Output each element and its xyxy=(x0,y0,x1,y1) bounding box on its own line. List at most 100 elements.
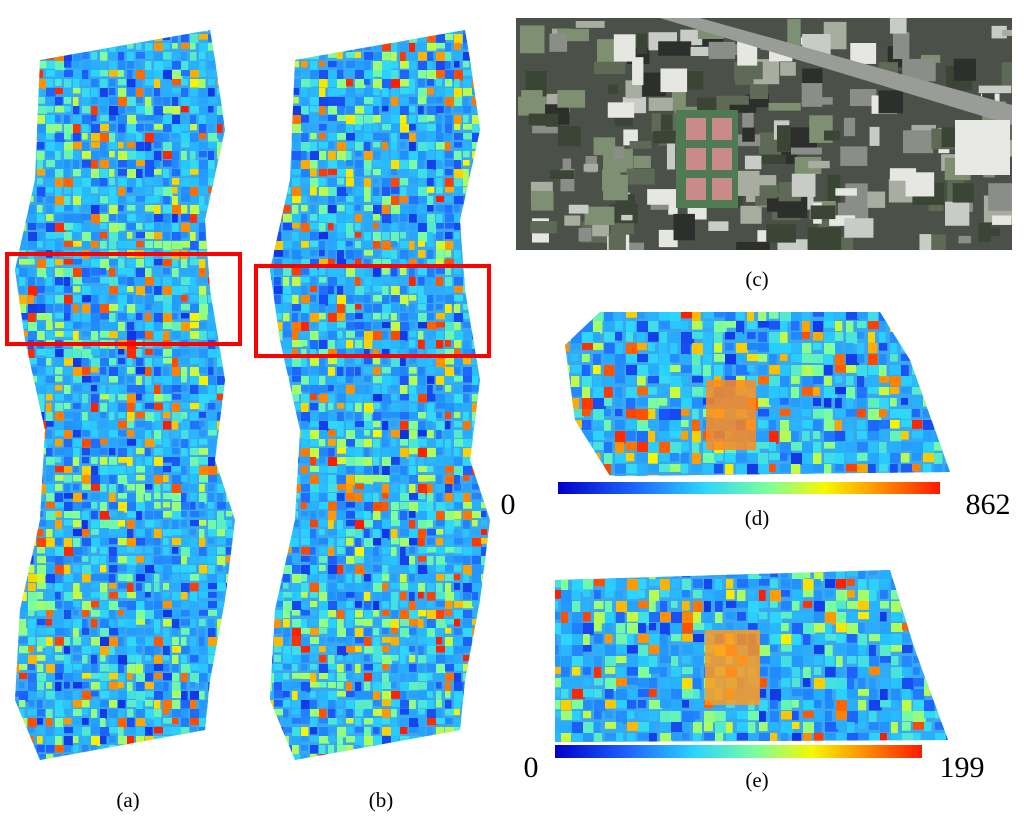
map-cell xyxy=(418,340,425,350)
map-cell xyxy=(463,700,471,711)
map-cell xyxy=(199,619,206,627)
map-cell xyxy=(409,241,415,251)
map-cell xyxy=(208,313,217,322)
map-cell xyxy=(28,349,35,360)
map-cell xyxy=(436,673,445,681)
map-cell xyxy=(802,431,810,442)
map-cell xyxy=(292,655,302,663)
map-cell xyxy=(91,700,100,709)
map-cell xyxy=(747,332,756,340)
map-cell xyxy=(55,457,61,463)
map-cell xyxy=(28,52,39,58)
map-cell xyxy=(436,691,442,701)
map-cell xyxy=(637,409,649,422)
map-cell xyxy=(163,475,169,483)
map-cell xyxy=(292,115,302,124)
map-cell xyxy=(172,610,182,620)
map-cell xyxy=(463,214,470,222)
map-cell xyxy=(824,343,836,355)
map-cell xyxy=(292,565,301,574)
map-cell xyxy=(337,151,346,161)
map-cell xyxy=(64,295,73,304)
map-cell xyxy=(109,214,116,221)
map-cell xyxy=(19,70,26,77)
map-cell xyxy=(154,529,162,539)
map-cell xyxy=(136,475,146,481)
map-cell xyxy=(355,439,364,448)
map-cell xyxy=(163,214,171,223)
map-cell xyxy=(46,601,57,611)
map-cell xyxy=(91,448,101,456)
map-cell xyxy=(283,448,293,457)
map-cell xyxy=(346,574,352,585)
map-cell xyxy=(109,493,116,504)
map-cell xyxy=(235,70,244,79)
map-cell xyxy=(19,322,28,329)
map-cell xyxy=(637,420,651,433)
map-cell xyxy=(172,43,178,49)
map-cell xyxy=(154,106,165,117)
map-cell xyxy=(945,312,950,322)
map-cell xyxy=(310,331,319,341)
map-cell xyxy=(445,376,455,384)
map-cell xyxy=(346,664,352,671)
map-cell xyxy=(270,223,276,230)
map-cell xyxy=(28,286,38,297)
map-cell xyxy=(382,574,390,582)
map-cell xyxy=(37,736,43,744)
map-cell xyxy=(310,160,318,169)
map-cell xyxy=(217,394,228,401)
map-cell xyxy=(868,420,880,432)
map-cell xyxy=(181,664,191,673)
map-cell xyxy=(934,387,942,396)
map-cell xyxy=(472,529,480,535)
map-cell xyxy=(55,727,64,736)
map-cell xyxy=(472,214,481,224)
map-cell xyxy=(208,502,215,509)
map-cell xyxy=(373,592,383,602)
map-cell xyxy=(64,304,71,315)
map-cell xyxy=(301,547,312,555)
map-cell xyxy=(382,169,388,178)
map-cell xyxy=(73,97,79,107)
map-cell xyxy=(136,637,147,644)
map-cell xyxy=(145,718,152,724)
map-cell xyxy=(181,403,191,409)
map-cell xyxy=(670,354,680,363)
map-cell xyxy=(64,466,73,473)
map-cell xyxy=(217,736,224,743)
map-cell xyxy=(127,115,137,126)
map-cell xyxy=(15,358,20,365)
map-cell xyxy=(154,151,162,161)
map-cell xyxy=(208,619,215,628)
map-cell xyxy=(346,745,354,753)
map-cell xyxy=(391,736,399,745)
map-cell xyxy=(301,151,307,162)
map-cell xyxy=(355,178,361,186)
map-cell xyxy=(626,442,637,451)
map-cell xyxy=(409,124,416,131)
map-cell xyxy=(136,502,145,512)
map-cell xyxy=(292,583,301,593)
map-cell xyxy=(472,592,479,601)
map-cell xyxy=(64,169,71,180)
map-cell xyxy=(463,367,473,377)
map-cell xyxy=(364,97,374,104)
map-cell xyxy=(226,466,234,474)
map-cell xyxy=(364,610,373,620)
map-cell xyxy=(409,466,416,475)
map-cell xyxy=(445,646,454,656)
map-cell xyxy=(91,655,98,664)
map-cell xyxy=(109,601,120,611)
map-cell xyxy=(46,286,55,293)
photo-building xyxy=(608,84,618,95)
photo-building xyxy=(952,183,974,203)
map-cell xyxy=(190,133,199,143)
map-cell xyxy=(648,409,656,420)
map-cell xyxy=(91,313,100,324)
map-cell xyxy=(208,232,216,240)
map-cell xyxy=(73,619,83,630)
map-cell xyxy=(934,420,946,433)
map-cell xyxy=(337,205,345,212)
map-cell xyxy=(283,133,293,139)
